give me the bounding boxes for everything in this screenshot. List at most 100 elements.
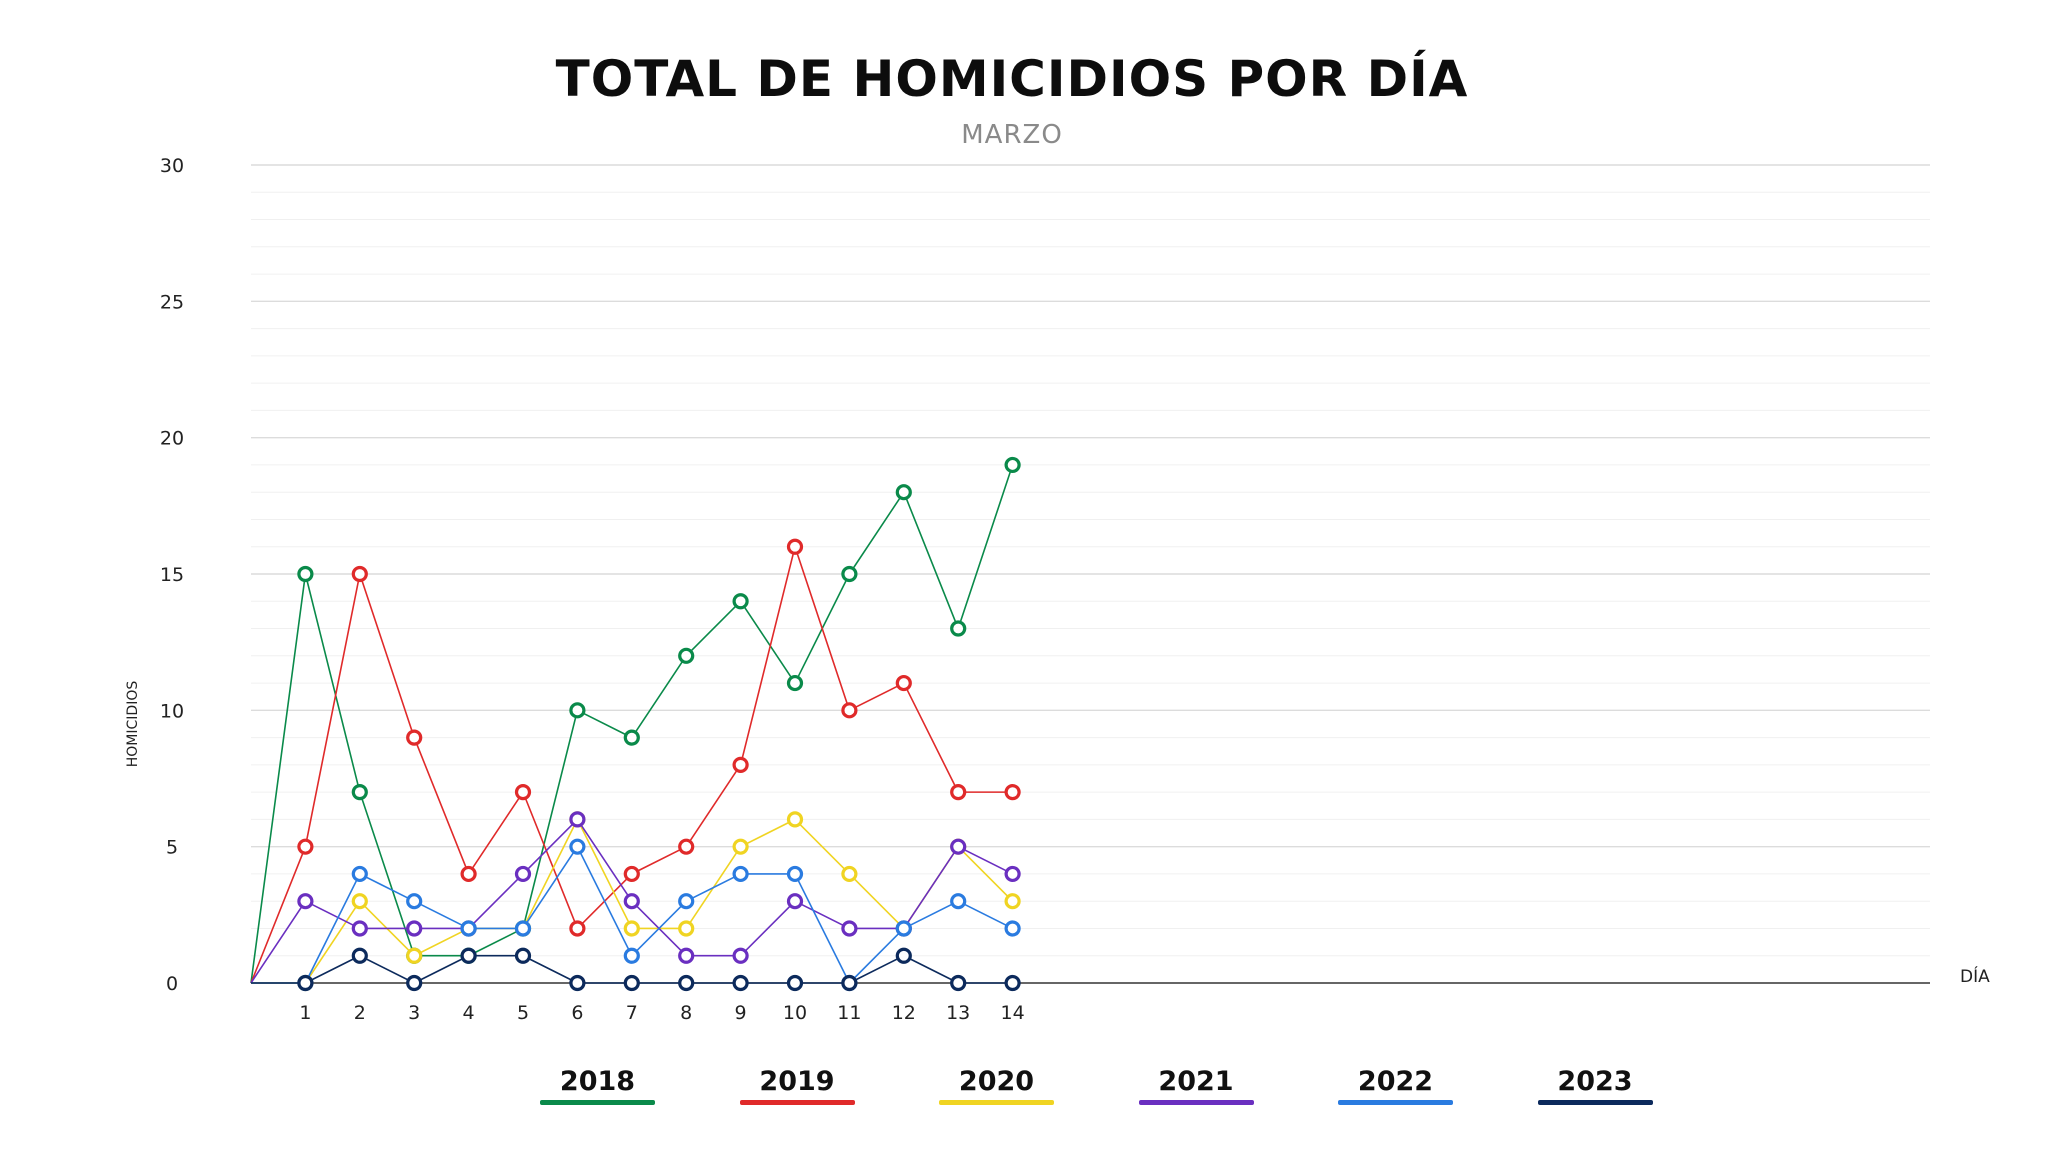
y-tick-label: 15 bbox=[160, 564, 184, 586]
y-tick-label: 10 bbox=[160, 700, 184, 722]
data-point bbox=[351, 920, 368, 937]
data-point bbox=[460, 947, 477, 964]
data-point bbox=[732, 974, 749, 992]
x-tick-label: 3 bbox=[408, 1002, 420, 1024]
data-point bbox=[895, 484, 912, 501]
legend-item-2022: 2022 bbox=[1338, 1066, 1453, 1105]
data-point bbox=[297, 893, 314, 910]
data-point bbox=[1004, 456, 1021, 474]
data-point bbox=[623, 865, 640, 883]
data-point bbox=[841, 702, 858, 719]
data-point bbox=[950, 620, 967, 637]
data-point bbox=[732, 947, 749, 964]
data-point bbox=[786, 674, 804, 692]
legend-item-2018: 2018 bbox=[540, 1066, 655, 1105]
legend-label: 2019 bbox=[759, 1066, 835, 1097]
data-point bbox=[460, 865, 477, 883]
legend-label: 2022 bbox=[1357, 1066, 1434, 1097]
x-tick-labels: 1 2 3 4 5 6 7 8 9 10 11 12 13 14 bbox=[299, 1002, 1024, 1024]
legend-label: 2021 bbox=[1158, 1066, 1234, 1097]
data-point bbox=[623, 920, 640, 937]
x-tick-label: 8 bbox=[680, 1002, 692, 1024]
x-tick-label: 2 bbox=[354, 1002, 366, 1024]
data-point bbox=[1004, 920, 1021, 937]
y-axis-title: HOMICIDIOS bbox=[125, 681, 141, 768]
legend-swatch bbox=[939, 1100, 1054, 1105]
grid-lines bbox=[251, 164, 1930, 957]
data-point bbox=[1004, 974, 1021, 992]
data-point bbox=[678, 947, 695, 964]
legend-label: 2018 bbox=[559, 1066, 636, 1097]
legend-item-2020: 2020 bbox=[939, 1066, 1054, 1105]
x-tick-label: 12 bbox=[892, 1002, 916, 1024]
data-point bbox=[569, 811, 586, 828]
legend-swatch bbox=[1338, 1100, 1453, 1105]
data-point bbox=[406, 893, 423, 910]
data-point bbox=[786, 865, 804, 883]
data-point bbox=[841, 865, 858, 883]
data-point bbox=[406, 947, 423, 964]
data-point bbox=[297, 838, 314, 855]
x-tick-label: 4 bbox=[463, 1002, 475, 1024]
x-tick-label: 6 bbox=[571, 1002, 583, 1024]
y-tick-labels: 0 5 10 15 20 25 30 bbox=[160, 155, 184, 995]
data-point bbox=[297, 974, 314, 992]
data-point bbox=[623, 974, 640, 992]
data-point bbox=[950, 838, 967, 855]
data-point bbox=[1004, 893, 1021, 910]
data-point bbox=[678, 893, 695, 910]
data-point bbox=[569, 920, 586, 937]
data-point bbox=[786, 974, 804, 992]
x-tick-label: 9 bbox=[735, 1002, 747, 1024]
data-point bbox=[514, 784, 532, 801]
legend-swatch bbox=[1138, 1100, 1254, 1105]
data-point bbox=[895, 947, 912, 964]
x-tick-label: 14 bbox=[1001, 1002, 1025, 1024]
legend-item-2021: 2021 bbox=[1138, 1066, 1254, 1105]
y-tick-label: 30 bbox=[160, 155, 184, 177]
data-point bbox=[623, 947, 640, 964]
x-tick-label: 1 bbox=[299, 1002, 311, 1024]
x-tick-label: 5 bbox=[517, 1002, 529, 1024]
data-point bbox=[732, 865, 749, 883]
data-point bbox=[1004, 784, 1021, 801]
data-point bbox=[678, 920, 695, 937]
series-2019 bbox=[250, 538, 1021, 984]
y-tick-label: 0 bbox=[166, 973, 178, 995]
legend-swatch bbox=[739, 1100, 855, 1105]
data-point bbox=[841, 565, 858, 583]
data-point bbox=[678, 974, 695, 992]
series-2022 bbox=[251, 838, 1021, 992]
data-point bbox=[950, 893, 967, 910]
chart-subtitle: MARZO bbox=[961, 120, 1063, 150]
legend-label: 2023 bbox=[1557, 1066, 1633, 1097]
data-point bbox=[351, 947, 368, 964]
data-point bbox=[623, 729, 640, 746]
data-point bbox=[623, 893, 640, 910]
legend-item-2019: 2019 bbox=[739, 1066, 855, 1105]
data-point bbox=[895, 674, 912, 692]
data-point bbox=[406, 920, 423, 937]
x-tick-label: 10 bbox=[783, 1002, 807, 1024]
y-tick-label: 25 bbox=[160, 291, 184, 313]
legend-swatch bbox=[540, 1100, 655, 1105]
data-point bbox=[786, 893, 804, 910]
data-point bbox=[732, 756, 749, 773]
data-point bbox=[514, 865, 532, 883]
data-point bbox=[351, 565, 368, 583]
data-point bbox=[351, 865, 368, 883]
x-tick-label: 7 bbox=[626, 1002, 638, 1024]
x-tick-label: 13 bbox=[946, 1002, 970, 1024]
legend-item-2023: 2023 bbox=[1537, 1066, 1653, 1105]
data-point bbox=[786, 538, 804, 555]
data-point bbox=[732, 593, 749, 610]
data-point bbox=[895, 920, 912, 937]
x-axis-title: DÍA bbox=[1960, 965, 1990, 987]
data-point bbox=[460, 920, 477, 937]
data-point bbox=[569, 974, 586, 992]
data-point bbox=[569, 702, 586, 719]
series-2023 bbox=[251, 947, 1021, 992]
legend-label: 2020 bbox=[958, 1066, 1035, 1097]
legend-swatch bbox=[1537, 1100, 1653, 1105]
